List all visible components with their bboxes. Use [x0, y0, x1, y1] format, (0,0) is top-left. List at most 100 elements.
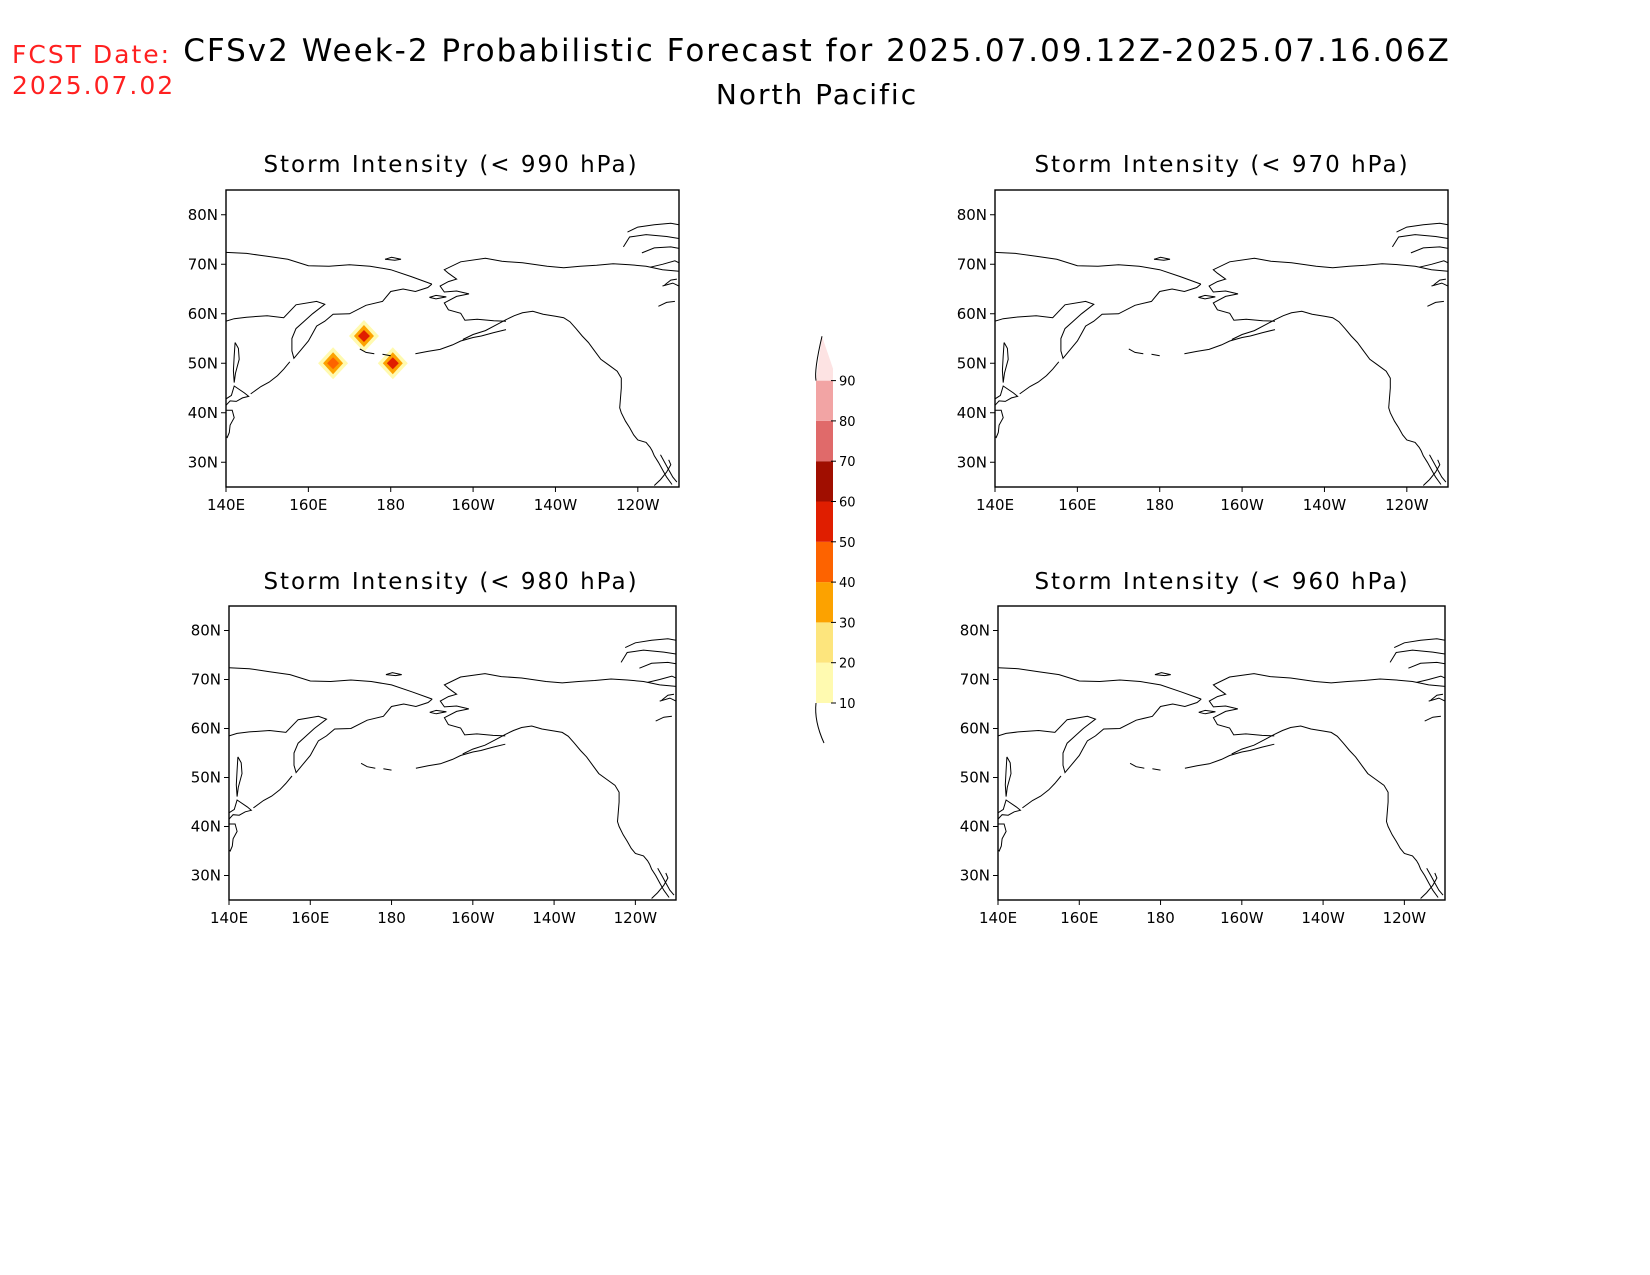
colorbar-swatch: [816, 622, 833, 663]
coastline: [1396, 222, 1448, 233]
colorbar-label: 40: [839, 576, 856, 591]
coastline: [662, 282, 679, 287]
panel-title-960: Storm Intensity (< 960 hPa): [1034, 569, 1409, 595]
coastline: [226, 251, 433, 285]
colorbar-label: 80: [839, 415, 856, 430]
coastline: [462, 310, 673, 485]
coastline: [1426, 867, 1444, 896]
coastline: [1420, 872, 1438, 899]
coastline: [655, 715, 672, 722]
coastline: [229, 823, 238, 852]
coastline: [657, 867, 675, 896]
lat-tick-label: 70N: [957, 255, 987, 273]
fcst-date-value: 2025.07.02: [12, 71, 175, 100]
colorbar-edge: [815, 702, 825, 744]
colorbar-swatch: [816, 501, 833, 542]
coastline: [624, 638, 676, 649]
lat-tick-label: 50N: [957, 354, 987, 372]
lon-tick-label: 180: [1145, 496, 1174, 514]
colorbar-label: 90: [839, 375, 856, 390]
coastline: [1428, 697, 1445, 702]
figure-subtitle: North Pacific: [716, 78, 918, 111]
colorbar-label: 20: [839, 657, 856, 672]
lon-tick-label: 160W: [1220, 909, 1264, 927]
coastline: [1022, 775, 1062, 809]
coastline: [1410, 246, 1448, 254]
lat-tick-label: 50N: [960, 769, 990, 787]
lat-tick-label: 40N: [960, 818, 990, 836]
coastline: [1416, 675, 1445, 683]
lon-tick-label: 120W: [616, 496, 660, 514]
coastline: [1424, 715, 1441, 722]
colorbar-swatch: [816, 582, 833, 623]
coastline: [384, 256, 402, 261]
panel-title-980: Storm Intensity (< 980 hPa): [263, 569, 638, 595]
lon-tick-label: 180: [377, 909, 406, 927]
coastline: [1198, 294, 1216, 300]
coastline: [360, 762, 376, 769]
colorbar-swatch: [816, 461, 833, 502]
lon-tick-label: 160W: [1220, 496, 1264, 514]
colorbar-swatch: [816, 380, 833, 421]
coastline: [385, 672, 402, 677]
coastline: [998, 698, 1202, 774]
coastline: [429, 709, 447, 715]
coastline: [661, 693, 675, 701]
colorbar-legend: 10 20 30 40 50 60 70 80 90: [815, 336, 856, 744]
coastline: [382, 353, 391, 357]
coastline: [1153, 256, 1171, 261]
coastline: [1389, 649, 1445, 663]
lat-tick-label: 80N: [960, 622, 990, 640]
coastline: [226, 409, 235, 439]
map-frame: [228, 605, 677, 901]
lon-tick-label: 160E: [291, 909, 329, 927]
coastline: [1184, 329, 1276, 355]
lat-tick-label: 30N: [960, 867, 990, 885]
coastline: [250, 361, 291, 395]
coastline: [1430, 693, 1444, 701]
coastline: [995, 283, 1202, 360]
lon-tick-label: 160W: [451, 909, 495, 927]
colorbar-swatch: [816, 420, 833, 462]
coastline: [664, 278, 677, 286]
coastline: [651, 872, 669, 899]
coastline: [1004, 756, 1012, 797]
lon-tick-label: 140E: [210, 909, 248, 927]
colorbar-swatch: [816, 541, 833, 583]
coastline: [995, 409, 1004, 439]
coastline: [1431, 282, 1448, 287]
coastline: [1208, 673, 1445, 737]
colorbar-edge: [815, 336, 823, 381]
coastline: [639, 661, 676, 669]
coastline: [998, 823, 1007, 852]
coastline: [232, 342, 240, 383]
coastline: [1391, 234, 1448, 248]
coastline: [998, 667, 1202, 700]
coastline: [229, 799, 253, 820]
map-panel-970: 80N 70N 60N 50N 40N 30N 140E 160E 180 160W 140W 120…: [957, 189, 1449, 514]
coastline: [1427, 300, 1444, 307]
coastline: [1393, 638, 1445, 649]
coastline: [1433, 278, 1446, 286]
map-panel-960: 80N 70N 60N 50N 40N 30N 140E 160E 180 160W 140W 120…: [960, 605, 1446, 927]
coastline: [622, 234, 679, 248]
coastline: [1152, 768, 1161, 771]
lat-tick-label: 80N: [191, 622, 221, 640]
lon-tick-label: 140W: [1303, 496, 1347, 514]
lat-tick-label: 70N: [960, 671, 990, 689]
lat-tick-label: 80N: [957, 206, 987, 224]
lon-tick-label: 140E: [207, 496, 245, 514]
coastline: [439, 673, 676, 737]
coastline: [1001, 342, 1009, 383]
coastline: [1019, 361, 1060, 395]
lon-tick-label: 140E: [979, 909, 1017, 927]
lat-tick-label: 30N: [957, 453, 987, 471]
lon-tick-label: 140W: [532, 909, 576, 927]
lon-tick-label: 160E: [289, 496, 327, 514]
panel-title-970: Storm Intensity (< 970 hPa): [1034, 152, 1409, 178]
lat-tick-label: 30N: [188, 453, 218, 471]
lat-tick-label: 40N: [188, 404, 218, 422]
coastline: [429, 294, 447, 300]
lon-tick-label: 180: [376, 496, 405, 514]
